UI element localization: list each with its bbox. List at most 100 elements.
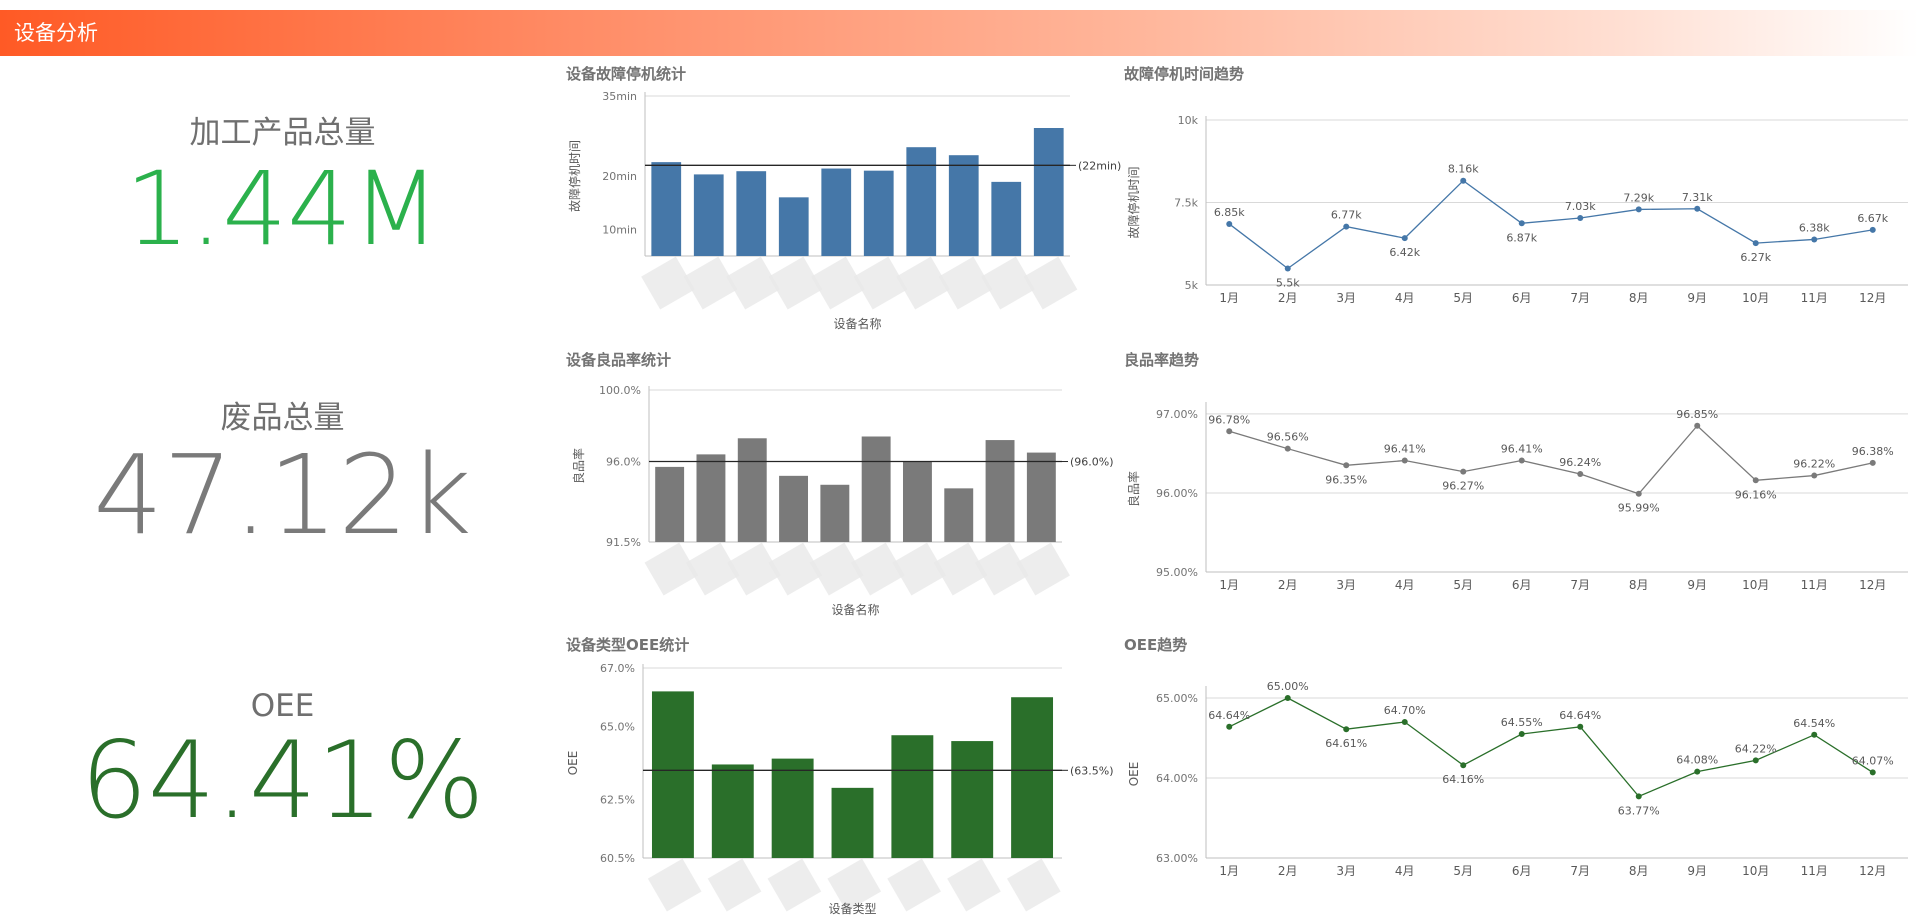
x-tick-label: 9月 xyxy=(1687,291,1707,305)
chart-title-oee-trend: OEE趋势 xyxy=(1124,636,1188,654)
data-label: 5.5k xyxy=(1276,277,1300,290)
downtime-by-device-chart: 35min 20min 10min 故障停机时间 (22min) 设备名称 xyxy=(567,90,1121,331)
x-tick-label-blurred xyxy=(811,256,865,310)
oee-by-type-chart: 67.0% 65.0% 62.5% 60.5% OEE (63.5%) 设备类型 xyxy=(566,662,1114,916)
data-label: 6.27k xyxy=(1740,251,1771,264)
x-tick-label: 6月 xyxy=(1512,578,1532,592)
y-tick-label: 64.00% xyxy=(1156,772,1198,785)
data-point xyxy=(1869,226,1876,233)
x-tick-label-blurred xyxy=(809,542,864,596)
chart-title-yield-trend: 良品率趋势 xyxy=(1124,351,1200,369)
data-label: 64.16% xyxy=(1442,773,1484,786)
data-label: 65.00% xyxy=(1267,680,1309,693)
x-tick-label: 4月 xyxy=(1395,291,1415,305)
bar xyxy=(891,735,934,858)
x-tick-label-blurred xyxy=(641,256,695,310)
y-tick-label: 91.5% xyxy=(606,536,641,549)
data-point xyxy=(1577,470,1584,477)
data-point xyxy=(1694,422,1701,429)
data-label: 96.41% xyxy=(1384,443,1426,456)
x-tick-label: 8月 xyxy=(1629,291,1649,305)
x-tick-label-blurred xyxy=(974,542,1029,596)
chart-title-downtime-trend: 故障停机时间趋势 xyxy=(1124,65,1245,83)
y-tick-label: 62.5% xyxy=(600,794,635,807)
x-tick-label-blurred xyxy=(892,542,947,596)
data-label: 96.24% xyxy=(1559,456,1601,469)
y-tick-label: 35min xyxy=(602,90,637,103)
x-axis-title: 设备名称 xyxy=(831,602,879,617)
data-label: 6.85k xyxy=(1214,206,1245,219)
page-title: 设备分析 xyxy=(14,21,98,45)
data-label: 95.99% xyxy=(1618,502,1660,515)
data-point xyxy=(1401,235,1408,242)
data-label: 6.38k xyxy=(1799,221,1830,234)
x-tick-label-blurred xyxy=(981,256,1035,310)
bar xyxy=(693,174,724,256)
x-tick-label-blurred xyxy=(896,256,950,310)
data-label: 8.16k xyxy=(1448,163,1479,176)
x-tick-label-blurred xyxy=(726,256,780,310)
data-point xyxy=(1518,731,1525,737)
bar xyxy=(944,488,974,542)
x-tick-label-blurred xyxy=(851,542,905,596)
y-tick-label: 20min xyxy=(602,170,637,183)
x-tick-label: 3月 xyxy=(1336,291,1356,305)
y-tick-label: 65.0% xyxy=(600,720,635,733)
x-tick-label-blurred xyxy=(853,256,908,310)
bar xyxy=(1011,697,1054,858)
bar xyxy=(861,436,891,542)
x-tick-label: 12月 xyxy=(1859,291,1886,305)
y-axis-title: OEE xyxy=(566,751,580,776)
y-tick-label: 5k xyxy=(1185,279,1199,292)
x-tick-label: 4月 xyxy=(1395,864,1415,878)
bar xyxy=(948,155,979,256)
bar xyxy=(778,197,809,256)
data-point xyxy=(1284,265,1291,272)
header-bar: 设备分析 xyxy=(0,10,1919,56)
data-point xyxy=(1811,236,1818,243)
series-line xyxy=(1228,179,1873,270)
kpi-label: 废品总量 xyxy=(220,400,345,436)
x-tick-label: 2月 xyxy=(1278,291,1298,305)
reference-line-label: (63.5%) xyxy=(1070,764,1114,777)
y-axis-title: 故障停机时间 xyxy=(567,140,582,212)
data-point xyxy=(1577,723,1584,730)
kpi-value: 64.41% xyxy=(80,719,485,842)
x-tick-label: 11月 xyxy=(1801,291,1828,305)
y-axis-title: 良品率 xyxy=(1126,471,1141,507)
x-tick-label: 8月 xyxy=(1629,864,1649,878)
y-tick-label: 7.5k xyxy=(1174,197,1198,210)
data-point xyxy=(1811,472,1818,479)
y-axis-title: 良品率 xyxy=(571,448,586,484)
data-point xyxy=(1694,768,1701,775)
data-label: 96.22% xyxy=(1793,458,1835,471)
y-axis-title: 故障停机时间 xyxy=(1126,166,1141,238)
x-tick-label: 9月 xyxy=(1687,864,1707,878)
x-tick-label-blurred xyxy=(1016,542,1070,596)
data-label: 64.70% xyxy=(1384,704,1426,717)
bar xyxy=(902,461,932,542)
data-point xyxy=(1811,731,1818,738)
kpi-label: 加工产品总量 xyxy=(189,115,376,151)
yield-by-device-chart: 100.0% 96.0% 91.5% 良品率 (96.0%) 设备名称 xyxy=(571,384,1114,617)
bar xyxy=(737,438,767,542)
y-tick-label: 65.00% xyxy=(1156,692,1198,705)
data-label: 96.38% xyxy=(1852,445,1894,458)
x-tick-label-blurred xyxy=(685,542,740,596)
x-tick-label: 10月 xyxy=(1742,578,1769,592)
y-tick-label: 10min xyxy=(602,223,637,236)
y-tick-label: 60.5% xyxy=(600,852,635,865)
data-label: 7.03k xyxy=(1565,200,1596,213)
reference-line-label: (22min) xyxy=(1078,159,1121,172)
data-point xyxy=(1752,757,1759,764)
data-label: 7.31k xyxy=(1682,191,1713,204)
data-point xyxy=(1752,477,1759,484)
x-tick-label-blurred xyxy=(767,858,822,912)
x-tick-label: 3月 xyxy=(1336,864,1356,878)
y-tick-label: 97.00% xyxy=(1156,408,1198,421)
yield-trend-chart: 97.00% 96.00% 95.00% 良品率 96.78% 1月 96.56% 2月 96.… xyxy=(1126,402,1908,592)
x-tick-label: 11月 xyxy=(1801,864,1828,878)
x-tick-label: 5月 xyxy=(1453,578,1473,592)
bar xyxy=(696,454,726,542)
x-tick-label: 12月 xyxy=(1859,864,1886,878)
